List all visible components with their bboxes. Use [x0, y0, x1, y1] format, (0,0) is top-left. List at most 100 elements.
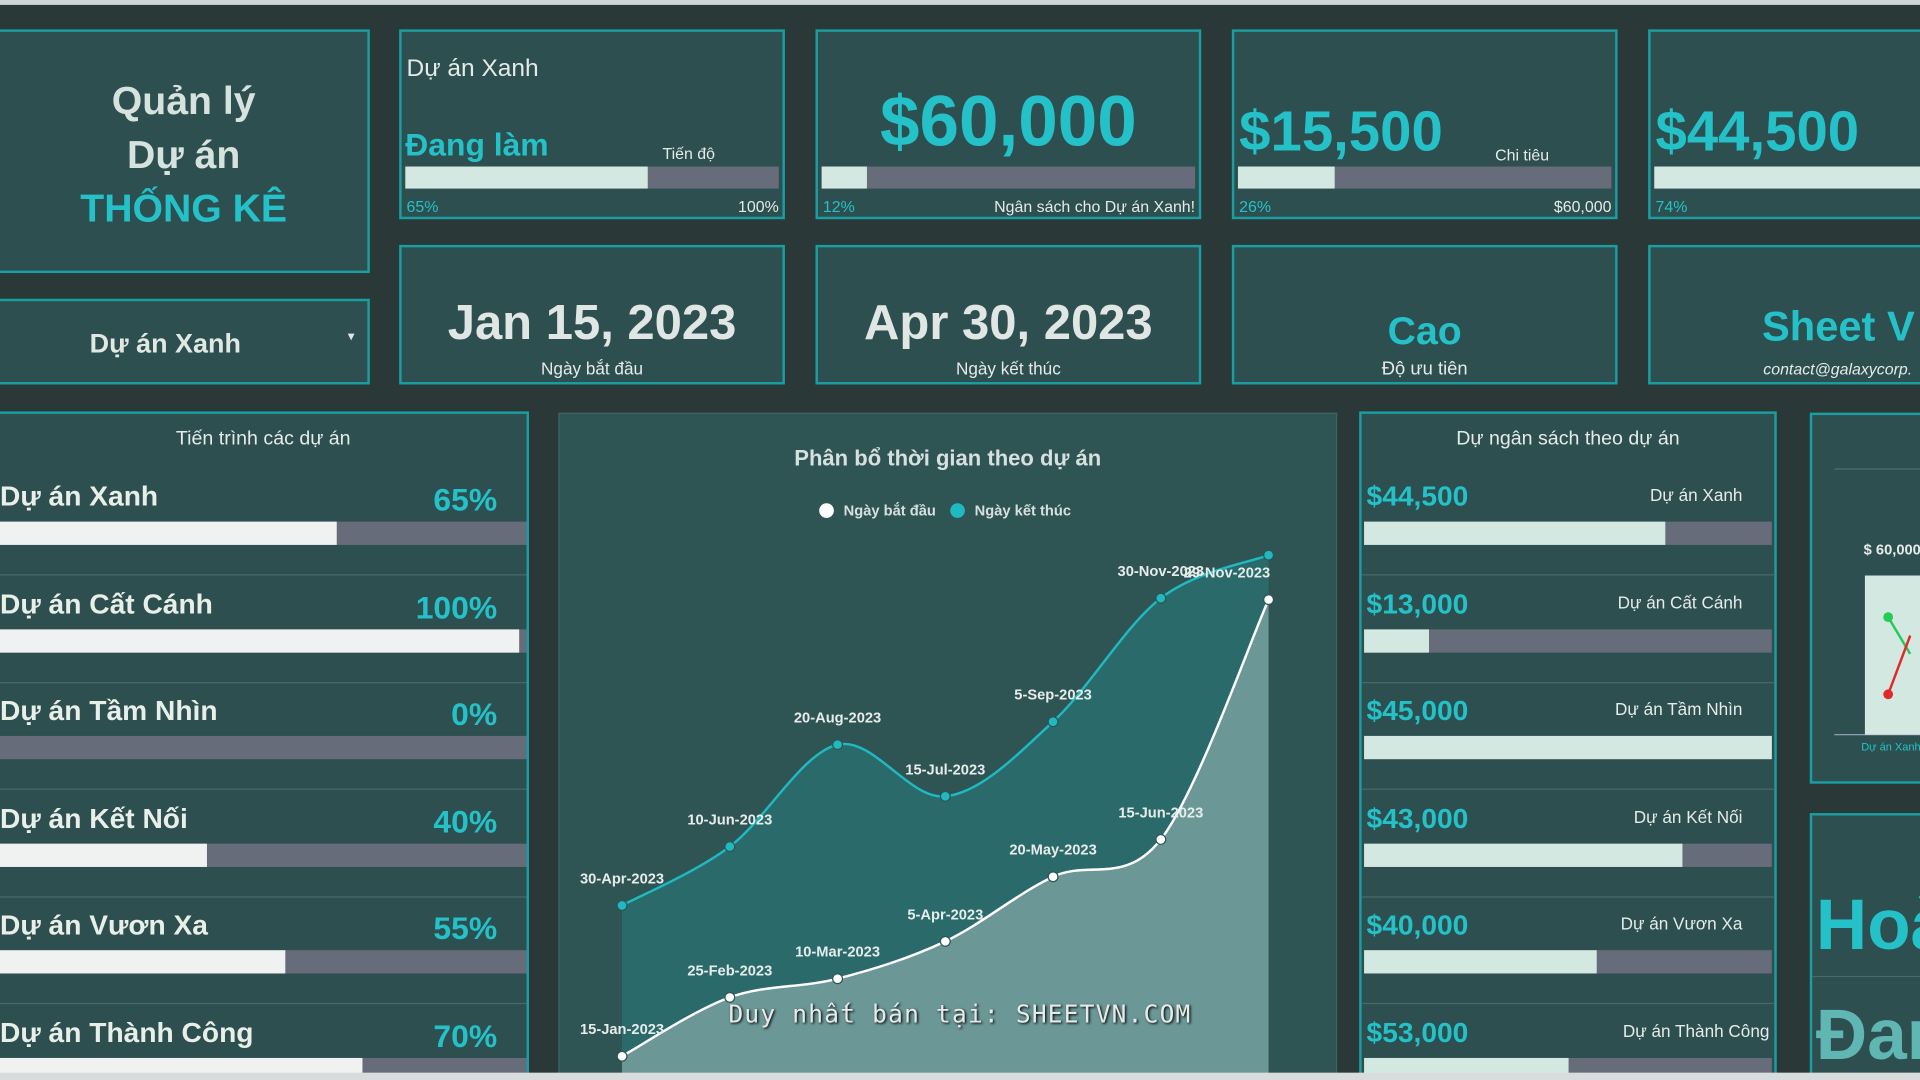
- budget-track: [1364, 843, 1772, 867]
- separator: [1361, 895, 1775, 897]
- percent-label: 74%: [1655, 197, 1688, 216]
- data-label: 20-Aug-2023: [794, 711, 881, 727]
- project-selector[interactable]: Dự án Xanh ▾: [0, 298, 370, 385]
- brand: Sheet V: [1762, 303, 1915, 351]
- budget-amount: $53,000: [1366, 1015, 1469, 1048]
- separator: [1361, 1002, 1775, 1005]
- progress-fill: [1654, 166, 1920, 189]
- data-label: 5-Apr-2023: [907, 907, 983, 923]
- progress-track: [0, 843, 527, 867]
- budget-track: [1364, 521, 1772, 545]
- point: [1263, 594, 1275, 606]
- progress-track: [405, 166, 779, 189]
- budget-amount: $44,500: [1366, 480, 1469, 512]
- separator: [0, 895, 527, 897]
- percent-label: 40%: [433, 802, 498, 840]
- point: [724, 991, 736, 1003]
- separator: [0, 574, 527, 576]
- kpi-label: Chi tiêu: [1495, 145, 1550, 165]
- info-card: Apr 30, 2023 Ngày kết thúc: [815, 244, 1202, 385]
- mini-dot: [1883, 689, 1894, 700]
- budget-track: [1364, 735, 1772, 760]
- progress-fill: [1237, 166, 1336, 189]
- priority: Cao: [1387, 308, 1462, 353]
- point: [939, 935, 951, 947]
- separator: [0, 788, 527, 790]
- caption: Ngày bắt đầu: [541, 358, 644, 379]
- point: [832, 739, 844, 751]
- budget-amount: $43,000: [1366, 801, 1469, 834]
- data-label: 30-Apr-2023: [580, 871, 664, 887]
- status: Đang làm: [405, 126, 549, 163]
- mini-chart: $ 60,000 Dự án Xanh: [1834, 468, 1920, 754]
- mini-dot: [1883, 612, 1894, 623]
- max-label: $60,000: [1553, 197, 1612, 216]
- chart-panel: Phân bổ thời gian theo dự án Ngày bắt đầ…: [558, 412, 1338, 1080]
- progress-fill: [821, 166, 867, 189]
- kpi-card: $15,500 Chi tiêu 26% $60,000: [1231, 29, 1618, 220]
- max-label: 100%: [738, 197, 779, 216]
- budget-amount: $40,000: [1366, 908, 1469, 941]
- title-accent: THỐNG KÊ: [80, 186, 288, 231]
- data-label: 29-Nov-2023: [1184, 566, 1271, 582]
- progress-bar: [0, 628, 519, 653]
- point: [1155, 833, 1167, 845]
- progress-track: [821, 166, 1196, 189]
- separator: [1361, 681, 1775, 683]
- percent-label: 55%: [433, 909, 498, 947]
- caption: Độ ưu tiên: [1381, 358, 1468, 380]
- data-label: 30-Nov-2023: [1118, 564, 1205, 580]
- budget-bar: [1364, 843, 1683, 867]
- project-name: Dự án Thành Công: [0, 1015, 254, 1048]
- caption: Ngày kết thúc: [955, 358, 1061, 379]
- mini-bar: [1864, 575, 1920, 735]
- project-name: Dự án Tầm Nhìn: [0, 694, 218, 727]
- legend-label: Ngày kết thúc: [975, 504, 1071, 520]
- legend-label: Ngày bắt đầu: [844, 502, 936, 520]
- mini-value-label: $ 60,000: [1864, 543, 1920, 559]
- dropdown-caret[interactable]: ▾: [347, 329, 355, 345]
- title-card: Quản lý Dự án THỐNG KÊ: [0, 29, 370, 274]
- budget-amount: $13,000: [1366, 587, 1469, 619]
- status-text: Đan: [1815, 995, 1920, 1076]
- series-area: [622, 599, 1269, 1080]
- kpi-card: $60,000 12% Ngân sách cho Dự án Xanh!: [815, 29, 1202, 220]
- separator: [1361, 574, 1775, 576]
- separator: [0, 681, 527, 683]
- chart-title: Phân bổ thời gian theo dự án: [794, 445, 1101, 470]
- budget-bar: [1364, 735, 1772, 760]
- sheet-bottom-edge: [0, 1072, 1920, 1080]
- contact: contact@galaxycorp.: [1763, 360, 1913, 379]
- point: [1155, 592, 1167, 604]
- timeline-chart: Phân bổ thời gian theo dự án Ngày bắt đầ…: [580, 445, 1275, 1080]
- project-name: Dự án Cất Cánh: [1617, 592, 1743, 612]
- remaining-amount: $44,500: [1655, 99, 1860, 163]
- title-line: Dự án: [127, 132, 241, 177]
- progress-track: [1654, 166, 1920, 189]
- point: [1263, 549, 1275, 561]
- spent-amount: $15,500: [1239, 99, 1443, 163]
- legend-marker: [950, 503, 965, 518]
- separator: [1361, 788, 1775, 790]
- point: [939, 790, 951, 802]
- data-label: 25-Feb-2023: [687, 963, 772, 979]
- status-text: Hoà: [1815, 885, 1920, 965]
- data-label: 20-May-2023: [1009, 843, 1096, 859]
- percent-label: 0%: [451, 695, 498, 733]
- start-date: Jan 15, 2023: [447, 296, 737, 351]
- panel-title: Dự ngân sách theo dự án: [1456, 428, 1680, 450]
- point: [616, 899, 628, 911]
- progress-track: [0, 628, 527, 653]
- project-name: Dự án Tầm Nhìn: [1615, 699, 1743, 719]
- data-label: 10-Jun-2023: [687, 813, 772, 829]
- project-name: Dự án Kết Nối: [1633, 806, 1743, 826]
- project-name: Dự án Kết Nối: [0, 801, 188, 834]
- budget-track: [1364, 950, 1772, 974]
- data-label: 15-Jul-2023: [905, 762, 985, 778]
- data-label: 15-Jun-2023: [1118, 805, 1203, 821]
- progress-panel: Tiến trình các dự án Dự án Xanh 65% Dự án …: [0, 411, 529, 1080]
- budget-bar: [1364, 521, 1666, 545]
